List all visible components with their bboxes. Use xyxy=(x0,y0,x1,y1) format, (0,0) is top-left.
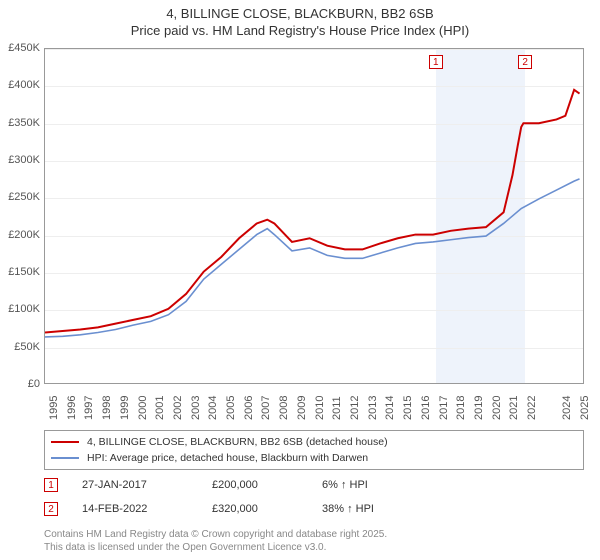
x-tick-label: 2016 xyxy=(420,396,432,420)
y-tick-label: £400K xyxy=(0,79,40,91)
series-hpi xyxy=(45,179,580,337)
x-tick-label: 2000 xyxy=(137,396,149,420)
x-tick-label: 2015 xyxy=(402,396,414,420)
y-tick-label: £450K xyxy=(0,42,40,54)
x-tick-label: 2003 xyxy=(190,396,202,420)
y-tick-label: £300K xyxy=(0,154,40,166)
x-tick-label: 2013 xyxy=(367,396,379,420)
x-tick-label: 2014 xyxy=(384,396,396,420)
x-tick-label: 2021 xyxy=(508,396,520,420)
legend-box: 4, BILLINGE CLOSE, BLACKBURN, BB2 6SB (d… xyxy=(44,430,584,470)
footer-line2: This data is licensed under the Open Gov… xyxy=(44,541,584,554)
title-line1: 4, BILLINGE CLOSE, BLACKBURN, BB2 6SB xyxy=(0,6,600,23)
legend-row-price: 4, BILLINGE CLOSE, BLACKBURN, BB2 6SB (d… xyxy=(51,434,577,450)
legend-row-hpi: HPI: Average price, detached house, Blac… xyxy=(51,450,577,466)
x-tick-label: 2011 xyxy=(331,396,343,420)
x-tick-label: 2012 xyxy=(349,396,361,420)
x-tick-label: 1998 xyxy=(101,396,113,420)
y-tick-label: £50K xyxy=(0,341,40,353)
tx-marker-1: 1 xyxy=(44,478,58,492)
x-tick-label: 2005 xyxy=(225,396,237,420)
x-tick-label: 1995 xyxy=(48,396,60,420)
y-tick-label: £0 xyxy=(0,378,40,390)
x-tick-label: 1996 xyxy=(66,396,78,420)
legend-swatch-hpi xyxy=(51,457,79,459)
x-tick-label: 2020 xyxy=(491,396,503,420)
tx-marker-2: 2 xyxy=(44,502,58,516)
footer-line1: Contains HM Land Registry data © Crown c… xyxy=(44,528,584,541)
series-svg xyxy=(45,49,583,383)
y-tick-label: £200K xyxy=(0,229,40,241)
x-tick-label: 1999 xyxy=(119,396,131,420)
series-price_paid xyxy=(45,90,580,333)
transaction-row-1: 1 27-JAN-2017 £200,000 6% ↑ HPI xyxy=(44,478,584,492)
y-tick-label: £150K xyxy=(0,266,40,278)
x-tick-label: 2019 xyxy=(473,396,485,420)
x-tick-label: 2024 xyxy=(561,396,573,420)
legend-label-price: 4, BILLINGE CLOSE, BLACKBURN, BB2 6SB (d… xyxy=(87,436,388,448)
tx-date-2: 14-FEB-2022 xyxy=(82,503,212,515)
legend-swatch-price xyxy=(51,441,79,443)
chart-marker-2: 2 xyxy=(518,55,532,69)
x-tick-label: 2025 xyxy=(579,396,591,420)
tx-date-1: 27-JAN-2017 xyxy=(82,479,212,491)
footer-attribution: Contains HM Land Registry data © Crown c… xyxy=(44,528,584,554)
chart-marker-1: 1 xyxy=(429,55,443,69)
transaction-row-2: 2 14-FEB-2022 £320,000 38% ↑ HPI xyxy=(44,502,584,516)
y-tick-label: £250K xyxy=(0,191,40,203)
y-tick-label: £100K xyxy=(0,303,40,315)
x-tick-label: 2004 xyxy=(207,396,219,420)
chart-plot-area: 12 xyxy=(44,48,584,384)
x-tick-label: 2008 xyxy=(278,396,290,420)
x-tick-label: 2017 xyxy=(438,396,450,420)
x-tick-label: 2007 xyxy=(260,396,272,420)
x-tick-label: 2006 xyxy=(243,396,255,420)
x-tick-label: 2001 xyxy=(154,396,166,420)
x-tick-label: 2002 xyxy=(172,396,184,420)
title-line2: Price paid vs. HM Land Registry's House … xyxy=(0,23,600,40)
tx-price-1: £200,000 xyxy=(212,479,322,491)
x-tick-label: 2022 xyxy=(526,396,538,420)
x-tick-label: 2009 xyxy=(296,396,308,420)
x-tick-label: 1997 xyxy=(83,396,95,420)
tx-price-2: £320,000 xyxy=(212,503,322,515)
legend-label-hpi: HPI: Average price, detached house, Blac… xyxy=(87,452,368,464)
y-tick-label: £350K xyxy=(0,117,40,129)
chart-container: 4, BILLINGE CLOSE, BLACKBURN, BB2 6SB Pr… xyxy=(0,0,600,560)
tx-delta-1: 6% ↑ HPI xyxy=(322,479,422,491)
tx-delta-2: 38% ↑ HPI xyxy=(322,503,422,515)
x-tick-label: 2010 xyxy=(314,396,326,420)
title-block: 4, BILLINGE CLOSE, BLACKBURN, BB2 6SB Pr… xyxy=(0,0,600,40)
x-tick-label: 2018 xyxy=(455,396,467,420)
